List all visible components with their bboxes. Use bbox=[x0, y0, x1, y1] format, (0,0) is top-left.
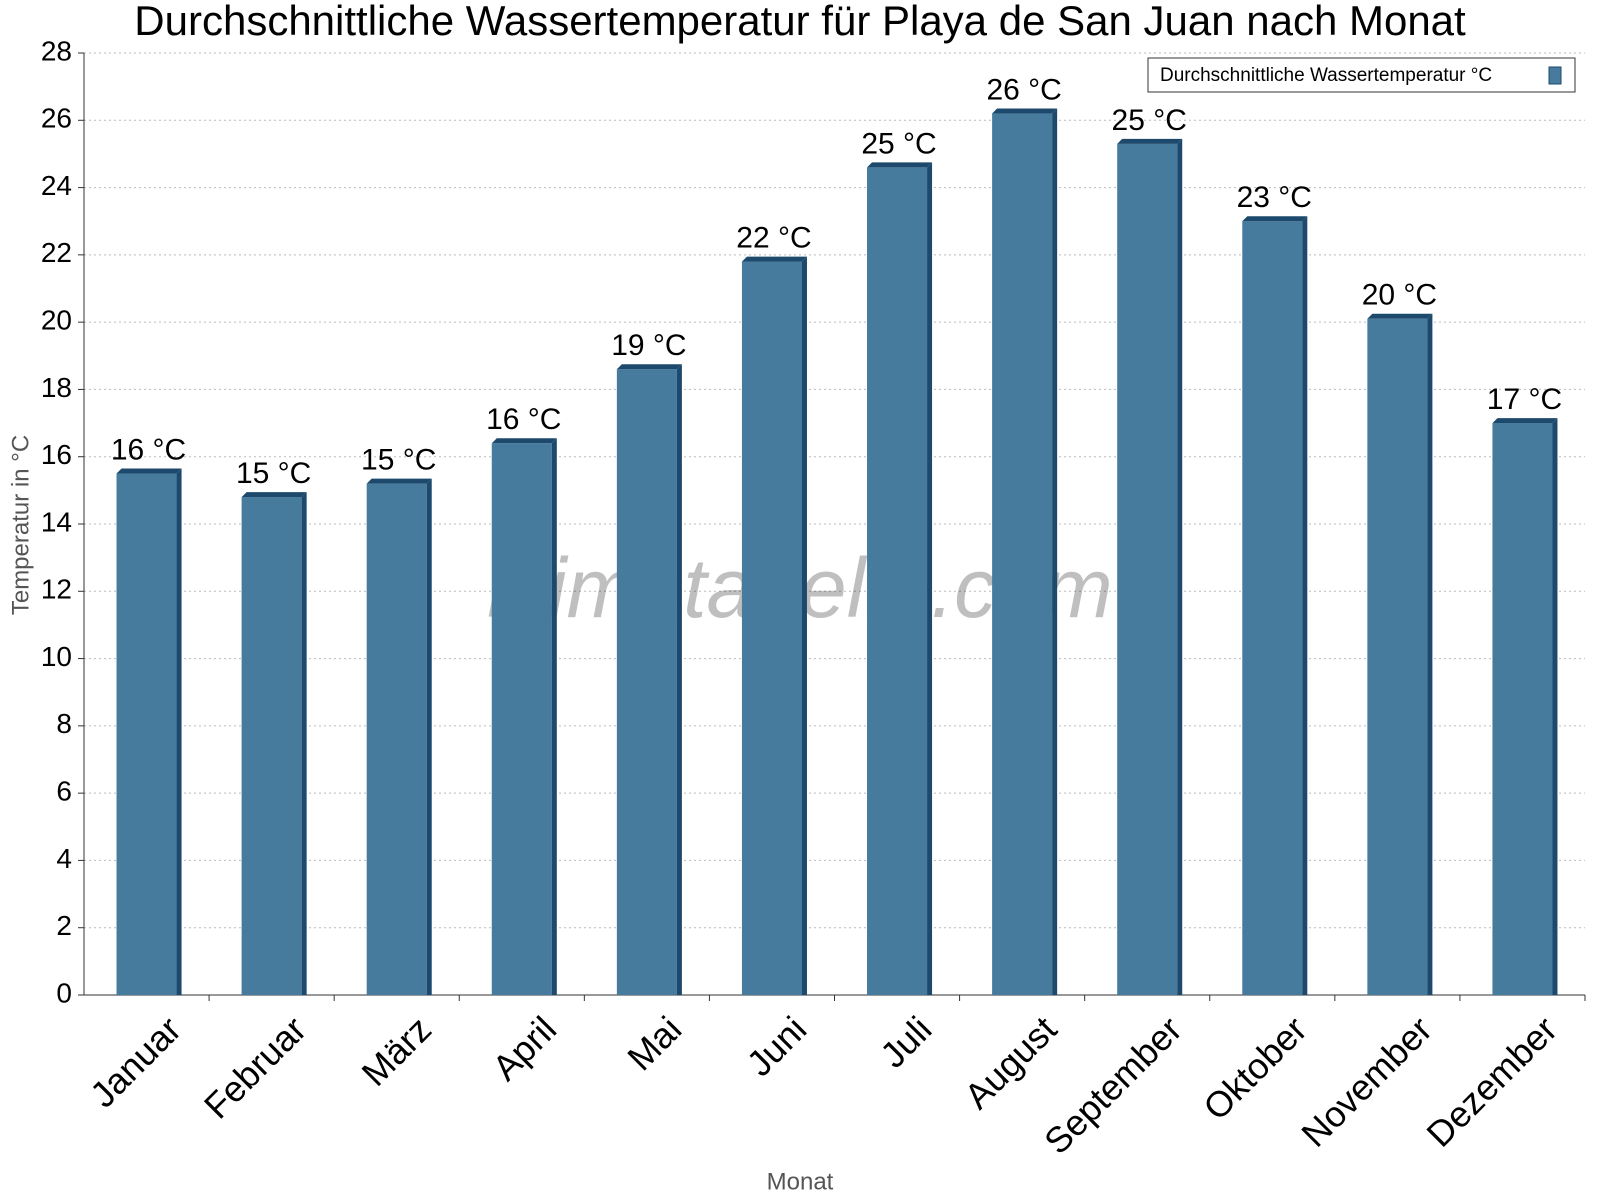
bar bbox=[616, 369, 677, 995]
y-tick-label: 16 bbox=[41, 439, 72, 470]
x-tick-label: September bbox=[1036, 1008, 1190, 1162]
x-tick-label: Januar bbox=[82, 1008, 189, 1115]
bar-side bbox=[551, 438, 557, 995]
bar-top bbox=[116, 468, 182, 474]
x-tick-label: Juni bbox=[739, 1008, 815, 1084]
y-tick-label: 18 bbox=[41, 372, 72, 403]
bar-side bbox=[1552, 418, 1558, 996]
y-tick-label: 4 bbox=[56, 843, 72, 874]
bar-top bbox=[992, 108, 1058, 114]
bar bbox=[241, 497, 302, 995]
y-tick-label: 24 bbox=[41, 170, 72, 201]
bar bbox=[366, 483, 427, 995]
value-label: 22 °C bbox=[736, 222, 811, 255]
bar-top bbox=[1117, 138, 1183, 144]
bar-side bbox=[426, 478, 432, 996]
value-label: 25 °C bbox=[1112, 104, 1187, 137]
bar-top bbox=[1367, 313, 1433, 319]
x-tick-label: Juli bbox=[872, 1008, 939, 1075]
bar bbox=[1117, 143, 1178, 996]
x-tick-label: März bbox=[354, 1008, 440, 1094]
chart-title: Durchschnittliche Wassertemperatur für P… bbox=[134, 0, 1466, 44]
bar-side bbox=[1302, 216, 1308, 995]
bar-top bbox=[741, 256, 807, 262]
value-label: 19 °C bbox=[611, 329, 686, 362]
bar bbox=[1367, 318, 1428, 995]
bar-side bbox=[1177, 138, 1183, 996]
value-label: 16 °C bbox=[486, 403, 561, 436]
x-tick-label: April bbox=[484, 1008, 564, 1088]
bar bbox=[867, 167, 928, 995]
bar-side bbox=[676, 364, 682, 995]
value-label: 15 °C bbox=[361, 444, 436, 477]
x-axis-title: Monat bbox=[767, 1168, 834, 1195]
value-label: 17 °C bbox=[1487, 383, 1562, 416]
x-tick-label: November bbox=[1293, 1008, 1439, 1154]
bar-top bbox=[616, 364, 682, 370]
y-tick-label: 28 bbox=[41, 35, 72, 66]
bar bbox=[741, 261, 802, 996]
bar-top bbox=[241, 492, 307, 498]
bar-top bbox=[491, 438, 557, 444]
y-tick-label: 2 bbox=[56, 910, 72, 941]
bar-side bbox=[801, 256, 807, 996]
value-label: 16 °C bbox=[111, 433, 186, 466]
y-tick-label: 20 bbox=[41, 305, 72, 336]
x-tick-label: Mai bbox=[619, 1008, 689, 1078]
y-tick-label: 6 bbox=[56, 776, 72, 807]
y-axis-title: Temperatur in °C bbox=[7, 435, 34, 615]
bar-top bbox=[1242, 216, 1308, 222]
bar bbox=[992, 113, 1053, 996]
bar-side bbox=[176, 468, 182, 995]
value-label: 20 °C bbox=[1362, 279, 1437, 312]
bar-top bbox=[1492, 418, 1558, 424]
bar-top bbox=[366, 478, 432, 484]
bar-side bbox=[1052, 108, 1058, 996]
bar bbox=[491, 443, 552, 995]
y-tick-label: 26 bbox=[41, 103, 72, 134]
bar-top bbox=[867, 162, 933, 168]
bar bbox=[1492, 423, 1553, 996]
bar-side bbox=[927, 162, 933, 995]
x-tick-label: Dezember bbox=[1418, 1008, 1564, 1154]
bar bbox=[1242, 221, 1303, 995]
legend-label: Durchschnittliche Wassertemperatur °C bbox=[1160, 65, 1492, 86]
bar-side bbox=[1427, 313, 1433, 995]
legend-box bbox=[1147, 57, 1576, 93]
x-tick-label: August bbox=[956, 1008, 1064, 1116]
bar-side bbox=[301, 492, 307, 995]
y-tick-label: 12 bbox=[41, 574, 72, 605]
value-label: 25 °C bbox=[861, 127, 936, 160]
legend: Durchschnittliche Wassertemperatur °C bbox=[1147, 57, 1576, 93]
bar bbox=[116, 473, 177, 995]
x-tick-label: Februar bbox=[196, 1008, 314, 1126]
x-tick-label: Oktober bbox=[1195, 1008, 1315, 1128]
y-tick-label: 0 bbox=[56, 977, 72, 1008]
y-tick-label: 14 bbox=[41, 506, 72, 537]
legend-swatch bbox=[1548, 66, 1562, 85]
value-label: 15 °C bbox=[236, 457, 311, 490]
value-label: 23 °C bbox=[1237, 181, 1312, 214]
y-tick-label: 22 bbox=[41, 237, 72, 268]
y-tick-label: 8 bbox=[56, 708, 72, 739]
value-label: 26 °C bbox=[986, 73, 1061, 106]
y-tick-label: 10 bbox=[41, 641, 72, 672]
